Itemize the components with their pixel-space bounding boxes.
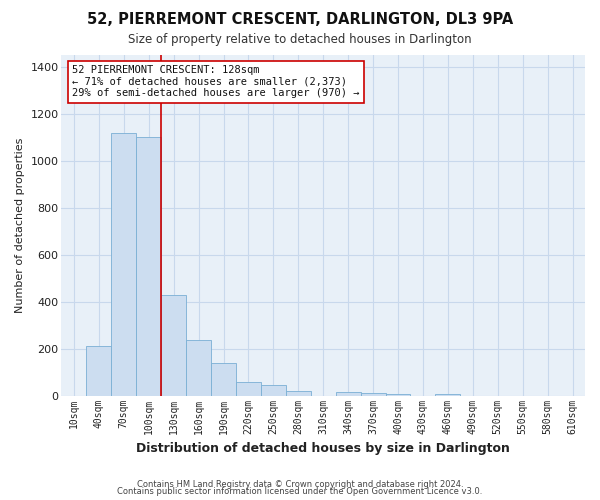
Bar	[361, 394, 386, 396]
X-axis label: Distribution of detached houses by size in Darlington: Distribution of detached houses by size …	[136, 442, 510, 455]
Text: Contains public sector information licensed under the Open Government Licence v3: Contains public sector information licen…	[118, 487, 482, 496]
Bar	[261, 385, 286, 396]
Bar	[112, 132, 136, 396]
Text: Size of property relative to detached houses in Darlington: Size of property relative to detached ho…	[128, 32, 472, 46]
Bar	[286, 391, 311, 396]
Bar	[136, 137, 161, 396]
Bar	[436, 394, 460, 396]
Bar	[211, 362, 236, 396]
Y-axis label: Number of detached properties: Number of detached properties	[15, 138, 25, 313]
Bar	[86, 346, 112, 396]
Bar	[236, 382, 261, 396]
Text: 52 PIERREMONT CRESCENT: 128sqm
← 71% of detached houses are smaller (2,373)
29% : 52 PIERREMONT CRESCENT: 128sqm ← 71% of …	[72, 65, 359, 98]
Bar	[386, 394, 410, 396]
Text: 52, PIERREMONT CRESCENT, DARLINGTON, DL3 9PA: 52, PIERREMONT CRESCENT, DARLINGTON, DL3…	[87, 12, 513, 28]
Bar	[186, 340, 211, 396]
Bar	[335, 392, 361, 396]
Bar	[161, 294, 186, 396]
Text: Contains HM Land Registry data © Crown copyright and database right 2024.: Contains HM Land Registry data © Crown c…	[137, 480, 463, 489]
